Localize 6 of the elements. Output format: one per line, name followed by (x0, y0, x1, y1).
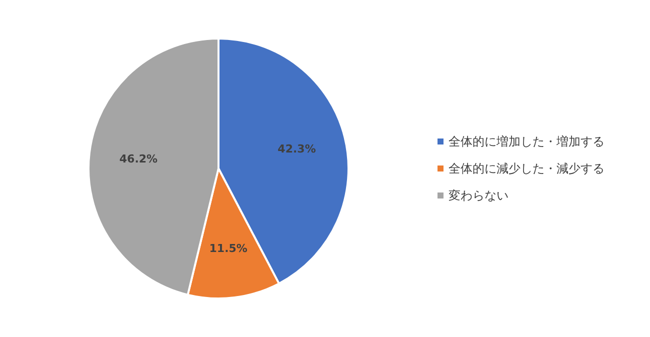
data-label: 42.3% (278, 142, 316, 156)
legend-label: 全体的に増加した・増加する (448, 134, 604, 148)
data-label: 46.2% (119, 152, 158, 166)
data-label: 11.5% (209, 242, 248, 255)
legend-label: 全体的に減少した・減少する (448, 162, 604, 176)
legend-label: 変わらない (448, 188, 508, 202)
